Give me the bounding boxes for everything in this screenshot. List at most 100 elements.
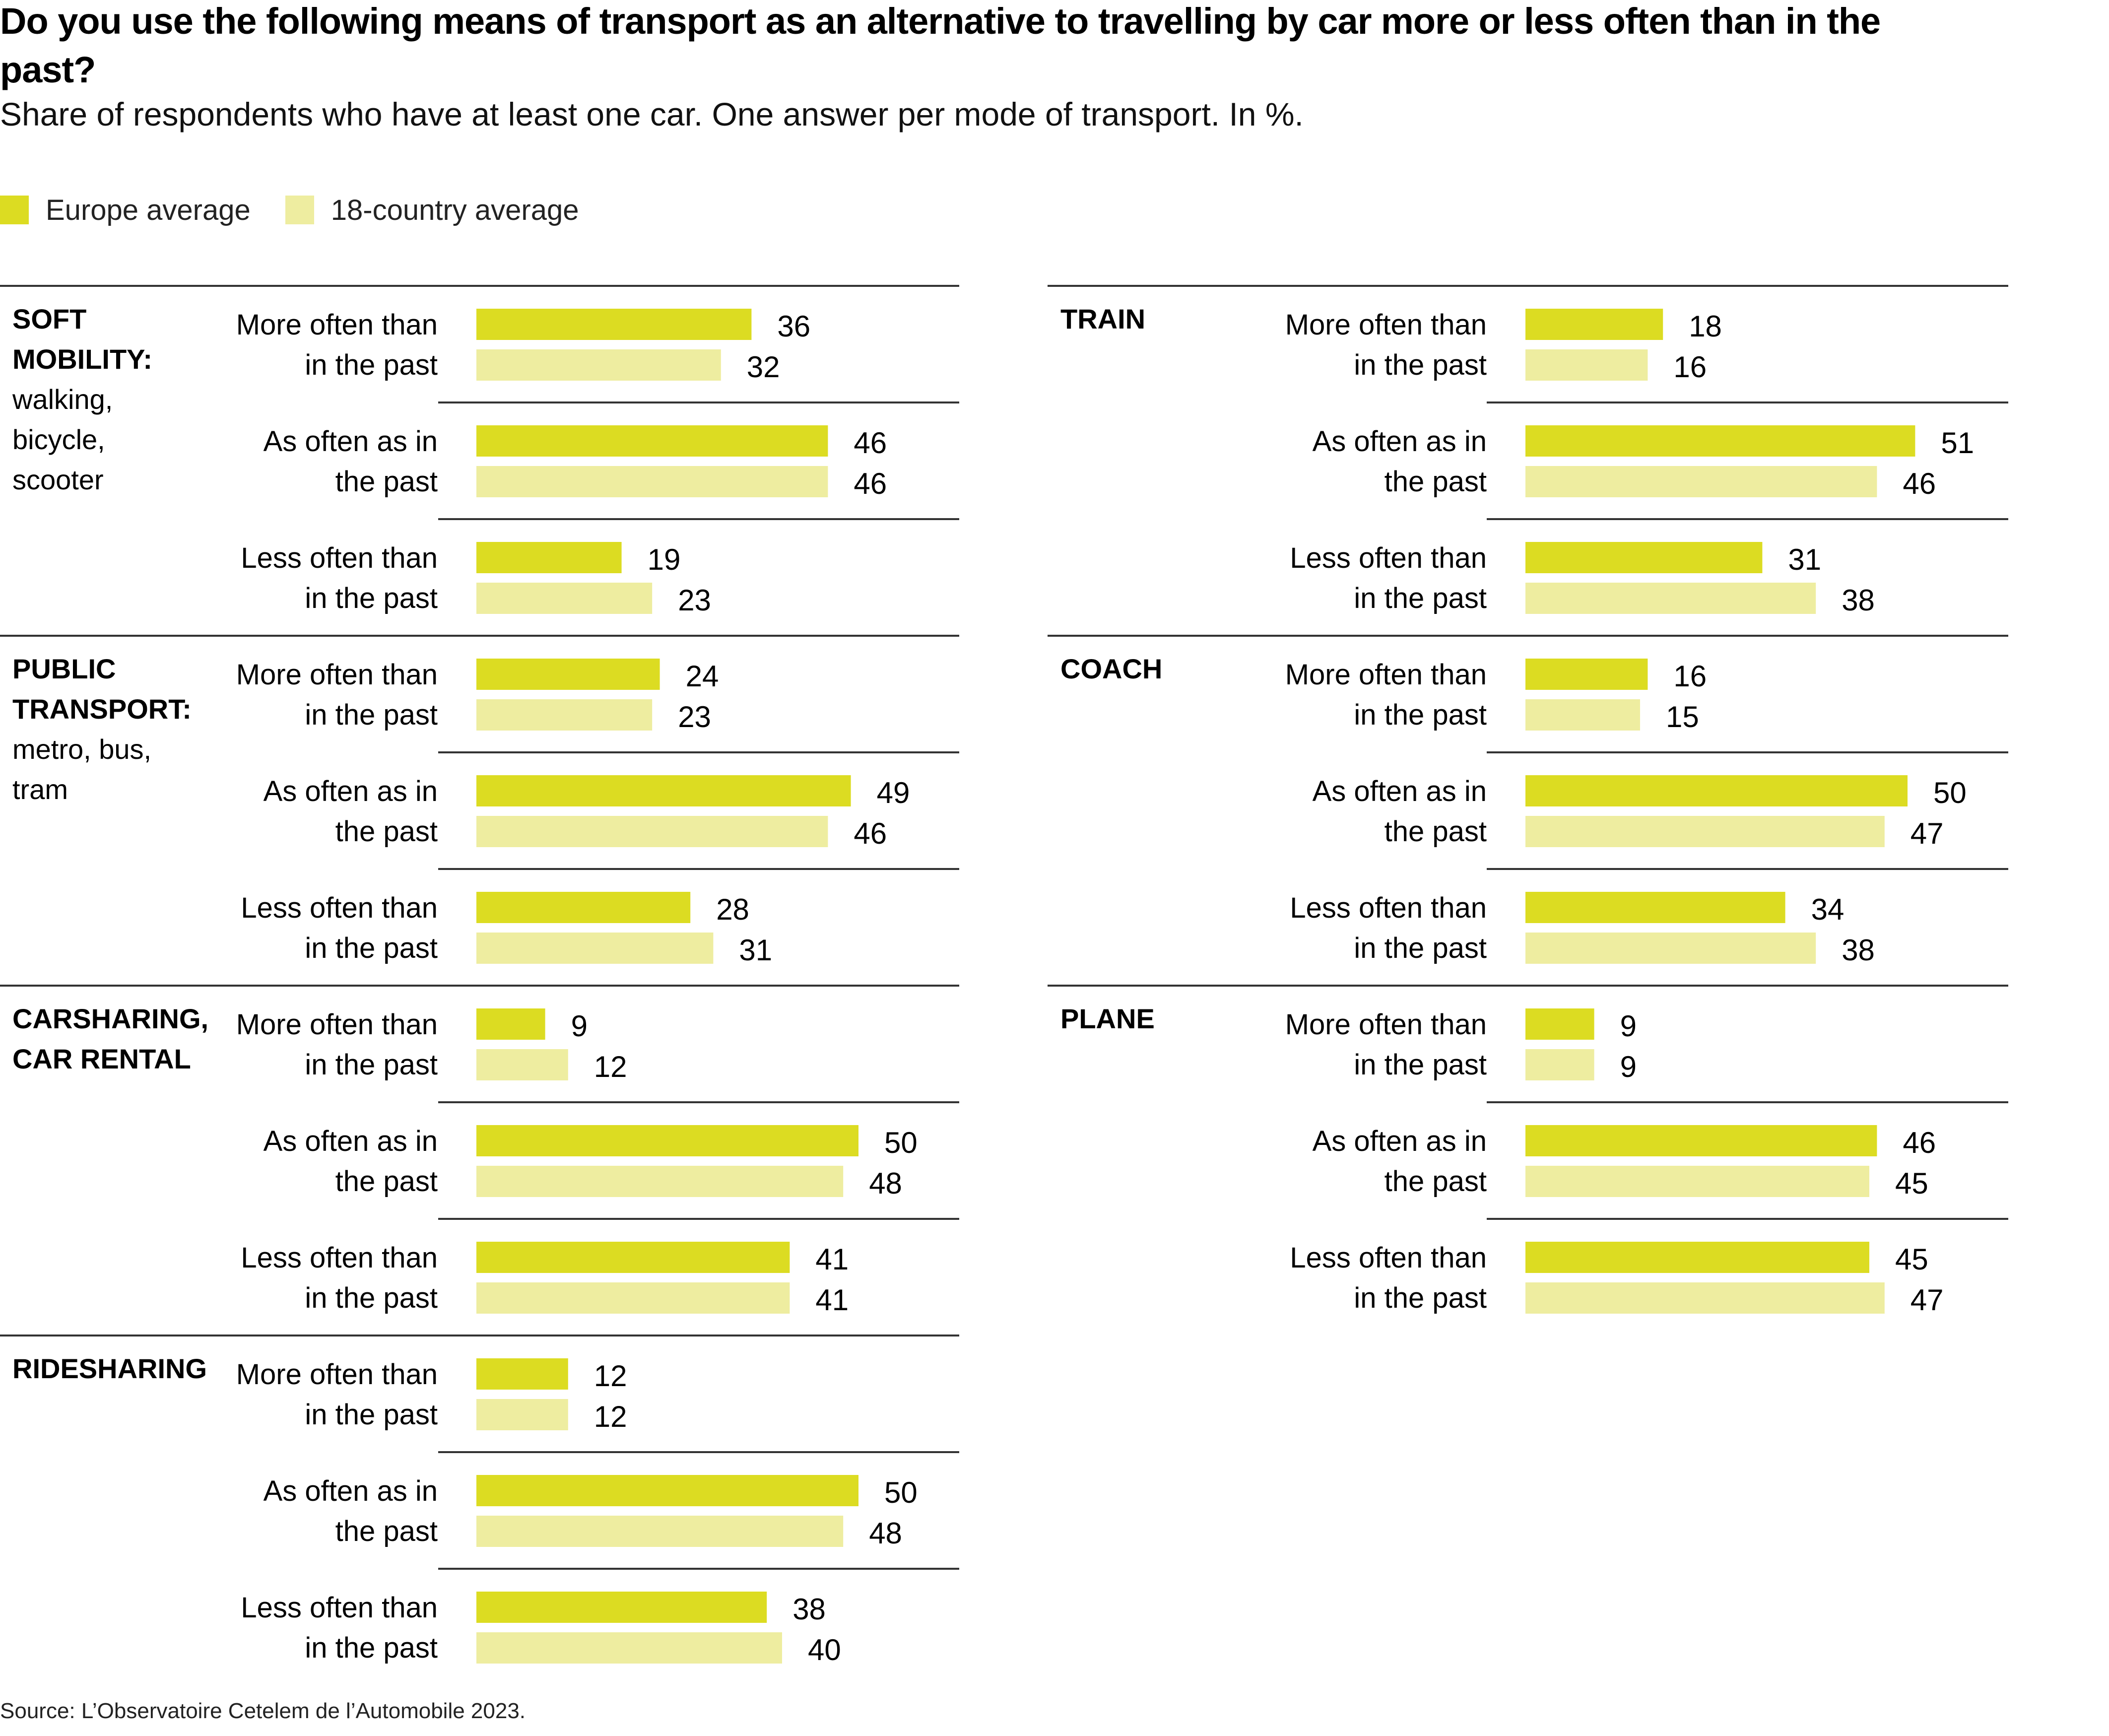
bar-europe-average xyxy=(1525,1242,1869,1273)
answer-label: Less often than xyxy=(241,1592,438,1624)
answer-label: in the past xyxy=(305,349,438,381)
group-title: CAR RENTAL xyxy=(12,1043,191,1074)
bar-18-country-average xyxy=(476,583,653,614)
answer-label: More often than xyxy=(1285,659,1487,691)
value-label-europe: 12 xyxy=(594,1359,627,1393)
answer-label: Less often than xyxy=(1290,892,1487,924)
bar-18-country-average xyxy=(476,1516,844,1547)
bar-18-country-average xyxy=(476,466,828,497)
value-label-europe: 16 xyxy=(1673,660,1707,693)
value-label-18-country: 12 xyxy=(594,1400,627,1433)
answer-label: the past xyxy=(335,815,438,848)
bar-europe-average xyxy=(476,1125,858,1156)
answer-label: More often than xyxy=(236,659,438,691)
bar-europe-average xyxy=(476,542,622,573)
group-subtitle: walking, xyxy=(12,384,113,415)
bar-18-country-average xyxy=(1525,583,1816,614)
value-label-europe: 36 xyxy=(777,310,810,343)
value-label-18-country: 46 xyxy=(1903,467,1936,500)
bar-europe-average xyxy=(1525,309,1663,340)
value-label-europe: 46 xyxy=(854,426,887,460)
bar-18-country-average xyxy=(1525,466,1877,497)
value-label-europe: 50 xyxy=(1933,776,1967,809)
bar-18-country-average xyxy=(476,1282,790,1314)
bar-europe-average xyxy=(1525,659,1648,690)
bar-18-country-average xyxy=(1525,1166,1869,1197)
chart-subtitle: Share of respondents who have at least o… xyxy=(0,96,1304,133)
value-label-europe: 38 xyxy=(792,1593,826,1626)
group-subtitle: metro, bus, xyxy=(12,734,151,765)
group-title: MOBILITY: xyxy=(12,343,152,375)
group-subtitle: scooter xyxy=(12,464,104,495)
answer-label: More often than xyxy=(1285,309,1487,341)
bar-europe-average xyxy=(476,1008,545,1040)
value-label-europe: 49 xyxy=(877,776,910,809)
value-label-18-country: 45 xyxy=(1895,1167,1928,1200)
answer-label: in the past xyxy=(1354,582,1487,614)
answer-label: the past xyxy=(335,1515,438,1547)
legend-label-europe: Europe average xyxy=(46,194,251,226)
answer-label: the past xyxy=(335,466,438,498)
answer-label: in the past xyxy=(1354,932,1487,964)
legend-swatch-18-country xyxy=(285,196,314,224)
bar-europe-average xyxy=(476,309,752,340)
value-label-europe: 19 xyxy=(648,543,681,576)
answer-label: in the past xyxy=(305,1049,438,1081)
answer-label: As often as in xyxy=(1313,425,1487,458)
answer-label: Less often than xyxy=(1290,542,1487,574)
value-label-18-country: 23 xyxy=(678,700,711,734)
answer-label: in the past xyxy=(305,699,438,731)
answer-label: the past xyxy=(1384,466,1487,498)
answer-label: in the past xyxy=(305,1282,438,1314)
bar-18-country-average xyxy=(476,1632,782,1664)
value-label-18-country: 46 xyxy=(854,817,887,850)
bar-18-country-average xyxy=(1525,1282,1885,1314)
bar-europe-average xyxy=(476,775,851,806)
group-title: SOFT xyxy=(12,303,86,334)
bar-18-country-average xyxy=(476,1049,568,1080)
bar-18-country-average xyxy=(1525,933,1816,964)
value-label-18-country: 48 xyxy=(869,1517,902,1550)
group-title: TRAIN xyxy=(1060,303,1145,334)
answer-label: As often as in xyxy=(264,1475,438,1507)
answer-label: More often than xyxy=(236,1358,438,1391)
value-label-europe: 45 xyxy=(1895,1243,1928,1276)
answer-label: As often as in xyxy=(264,775,438,807)
legend-item-europe: Europe average xyxy=(0,194,251,227)
value-label-europe: 24 xyxy=(686,660,719,693)
group-subtitle: bicycle, xyxy=(12,424,105,455)
value-label-europe: 46 xyxy=(1903,1126,1936,1159)
answer-label: More often than xyxy=(236,309,438,341)
value-label-europe: 9 xyxy=(1620,1009,1637,1043)
value-label-18-country: 47 xyxy=(1911,817,1944,850)
legend-swatch-europe xyxy=(0,196,29,224)
answer-label: Less often than xyxy=(1290,1242,1487,1274)
bar-europe-average xyxy=(1525,1008,1594,1040)
bar-europe-average xyxy=(1525,892,1785,923)
bar-europe-average xyxy=(476,1592,767,1623)
answer-label: Less often than xyxy=(241,892,438,924)
bar-europe-average xyxy=(476,425,828,457)
bar-18-country-average xyxy=(1525,349,1648,381)
value-label-europe: 9 xyxy=(571,1009,588,1043)
bar-18-country-average xyxy=(476,816,828,847)
value-label-18-country: 48 xyxy=(869,1167,902,1200)
group-title: PLANE xyxy=(1060,1003,1155,1034)
answer-label: in the past xyxy=(1354,699,1487,731)
answer-label: in the past xyxy=(305,582,438,614)
value-label-europe: 41 xyxy=(815,1243,849,1276)
value-label-18-country: 40 xyxy=(808,1633,841,1667)
answer-label: Less often than xyxy=(241,542,438,574)
bar-europe-average xyxy=(476,659,660,690)
answer-label: As often as in xyxy=(1313,1125,1487,1157)
value-label-18-country: 16 xyxy=(1673,350,1707,384)
answer-label: in the past xyxy=(305,1632,438,1664)
group-title: CARSHARING, xyxy=(12,1003,208,1034)
bar-europe-average xyxy=(476,1242,790,1273)
value-label-europe: 28 xyxy=(716,893,749,926)
value-label-europe: 31 xyxy=(1788,543,1821,576)
bar-europe-average xyxy=(476,892,691,923)
answer-label: the past xyxy=(1384,1165,1487,1198)
legend-item-18-country: 18-country average xyxy=(285,194,579,227)
